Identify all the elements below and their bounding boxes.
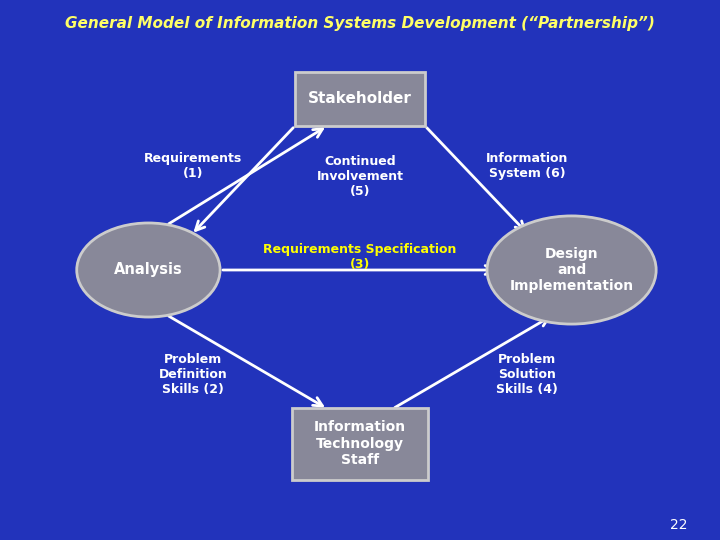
Text: Design
and
Implementation: Design and Implementation bbox=[510, 247, 634, 293]
Text: Continued
Involvement
(5): Continued Involvement (5) bbox=[317, 155, 403, 198]
Text: Requirements Specification
(3): Requirements Specification (3) bbox=[264, 242, 456, 271]
Text: Problem
Definition
Skills (2): Problem Definition Skills (2) bbox=[158, 353, 227, 396]
Text: Requirements
(1): Requirements (1) bbox=[144, 152, 242, 180]
Ellipse shape bbox=[487, 216, 656, 324]
Text: General Model of Information Systems Development (“Partnership”): General Model of Information Systems Dev… bbox=[65, 16, 655, 31]
Text: Problem
Solution
Skills (4): Problem Solution Skills (4) bbox=[496, 353, 558, 396]
FancyBboxPatch shape bbox=[295, 72, 425, 126]
Ellipse shape bbox=[77, 223, 220, 317]
Text: Information
Technology
Staff: Information Technology Staff bbox=[314, 421, 406, 467]
Text: Stakeholder: Stakeholder bbox=[308, 91, 412, 106]
FancyBboxPatch shape bbox=[292, 408, 428, 480]
Text: Analysis: Analysis bbox=[114, 262, 183, 278]
Text: Information
System (6): Information System (6) bbox=[486, 152, 568, 180]
Text: 22: 22 bbox=[670, 518, 688, 532]
